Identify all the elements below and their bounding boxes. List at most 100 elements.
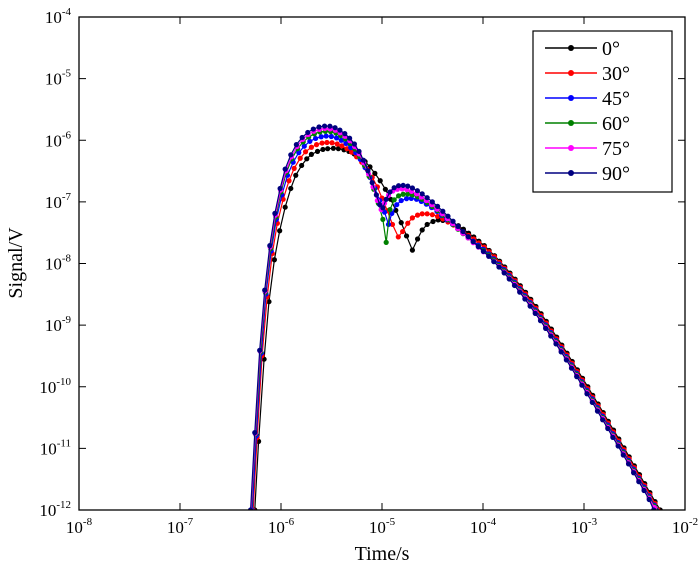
x-axis-title: Time/s [355, 543, 410, 565]
y-tick-label: 10-8 [45, 253, 72, 274]
data-point [271, 257, 277, 263]
data-point [403, 196, 410, 202]
data-point [320, 146, 326, 153]
data-point [641, 487, 647, 494]
data-point [277, 185, 283, 192]
data-point [405, 183, 411, 189]
data-point [568, 365, 575, 371]
data-point [377, 178, 383, 184]
data-point [455, 223, 461, 229]
legend-entry: 90° [545, 163, 630, 185]
data-point [305, 129, 311, 136]
data-point [349, 149, 355, 155]
data-point [267, 243, 273, 249]
data-point [429, 212, 435, 218]
series-line [252, 141, 659, 510]
data-point [302, 149, 309, 155]
data-point [330, 145, 336, 151]
data-point [501, 270, 507, 276]
data-point [414, 236, 421, 242]
data-point [380, 205, 386, 211]
data-point [440, 208, 446, 214]
data-point [288, 152, 294, 158]
x-tick-label: 10-6 [268, 516, 295, 537]
y-tick-labels: 10-12 10-11 10-10 10-9 10-8 10-7 10-6 10-5 10-4 [39, 6, 71, 520]
data-point [522, 296, 528, 302]
data-point [333, 135, 340, 141]
data-point [288, 185, 294, 192]
data-point [409, 247, 415, 253]
x-tick-label: 10-7 [167, 516, 194, 537]
series-line [254, 147, 661, 510]
data-point [360, 157, 367, 163]
data-point [419, 211, 425, 217]
data-point [332, 125, 338, 131]
data-point [419, 227, 425, 233]
legend-label: 0° [602, 38, 620, 60]
data-point [605, 425, 611, 432]
data-point [334, 141, 340, 147]
data-point [636, 479, 642, 485]
data-point [387, 189, 393, 195]
data-point [445, 213, 451, 219]
data-point [496, 264, 502, 270]
data-point [308, 151, 314, 157]
x-tick-label: 10-2 [672, 516, 698, 537]
data-point [343, 140, 349, 146]
data-point [319, 140, 325, 146]
y-axis-title: Signal/V [5, 227, 27, 299]
data-point [480, 248, 487, 255]
data-point [314, 148, 321, 154]
data-point [383, 196, 389, 202]
data-point [372, 170, 378, 176]
legend-swatch-marker [568, 45, 574, 51]
data-point [620, 452, 626, 458]
data-point [391, 185, 397, 191]
data-point [594, 408, 601, 414]
data-point [511, 282, 518, 289]
data-point [323, 133, 329, 139]
data-point [293, 142, 299, 148]
data-point [409, 185, 415, 191]
data-point [527, 303, 533, 309]
legend-box [532, 30, 673, 193]
y-tick-label: 10-9 [45, 314, 72, 335]
data-point [395, 234, 401, 240]
data-point [293, 172, 299, 178]
data-point [282, 166, 288, 172]
data-point [351, 141, 357, 147]
x-tick-label: 10-3 [571, 516, 598, 537]
data-point [574, 374, 580, 380]
plot-frame [78, 16, 686, 511]
data-point [347, 135, 353, 141]
x-tick-label: 10-4 [470, 516, 497, 537]
data-point [365, 168, 371, 174]
data-point [325, 146, 331, 152]
data-point [277, 228, 283, 234]
data-point [486, 253, 492, 259]
data-point [517, 289, 523, 295]
data-point [414, 188, 420, 194]
series-30° [250, 139, 661, 510]
data-point [382, 186, 388, 192]
legend-swatch-marker [568, 120, 574, 126]
data-point [460, 228, 466, 235]
x-tick-label: 10-8 [66, 516, 93, 537]
data-point [450, 218, 456, 224]
data-point [296, 150, 302, 156]
series-0° [252, 145, 663, 510]
y-tick-label: 10-5 [45, 68, 72, 89]
legend: 0° 30° 45° 60° 75° 90° [532, 30, 673, 193]
data-point [424, 221, 430, 228]
data-point [631, 470, 637, 476]
data-point [312, 135, 319, 142]
data-point [394, 202, 400, 208]
data-point [342, 131, 348, 137]
data-point [377, 202, 383, 208]
data-point [313, 142, 320, 148]
data-point [391, 197, 397, 203]
data-point [257, 347, 263, 353]
data-point [297, 155, 303, 161]
data-point [389, 221, 396, 228]
data-point [548, 333, 554, 339]
